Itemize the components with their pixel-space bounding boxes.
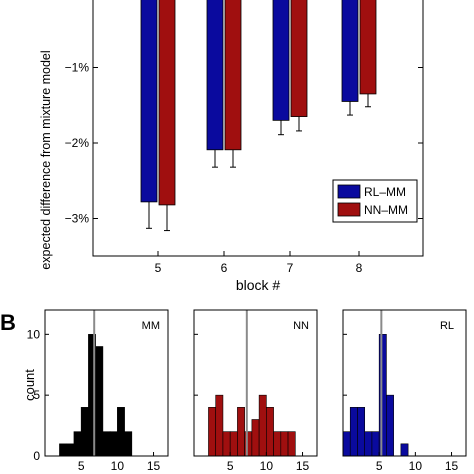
y-tick-label: 10	[27, 327, 41, 341]
y-tick-label: −1%	[65, 61, 90, 75]
bar-nnmm-block-7	[290, 0, 308, 117]
x-tick-label: 15	[147, 459, 161, 473]
legend-swatch-nn-mm	[337, 202, 361, 217]
panel-b-label: B	[0, 310, 16, 335]
histogram-bin	[400, 443, 409, 457]
histogram-bin	[59, 443, 68, 457]
histogram-rl-title: RL	[440, 320, 454, 332]
histogram-bin	[102, 431, 111, 457]
x-tick-label: 5	[78, 459, 85, 473]
histogram-axes-box	[342, 309, 467, 457]
panel-a-x-axis-label: block #	[236, 277, 281, 293]
histogram-mm: 5 10 15 0 5 10	[27, 309, 169, 473]
bar-nnmm-block-6	[224, 0, 242, 151]
histogram-mm-title: MM	[142, 320, 160, 332]
histogram-bin	[287, 431, 296, 457]
x-tick-label: 6	[221, 261, 228, 275]
x-tick-label: 10	[111, 459, 125, 473]
y-tick-label: −3%	[65, 212, 90, 226]
panel-a-axes-box	[92, 0, 424, 257]
histogram-axes-box	[44, 309, 169, 457]
histogram-bin	[66, 443, 75, 457]
histogram-bin	[349, 407, 358, 457]
legend-swatch-rl-mm	[337, 184, 361, 199]
x-tick-label: 8	[356, 261, 363, 275]
bar-nnmm-block-5	[158, 0, 176, 206]
legend-label-rl-mm: RL–MM	[364, 185, 406, 199]
x-tick-label: 5	[155, 261, 162, 275]
panel-a-bars	[140, 0, 377, 206]
x-tick-label: 10	[409, 459, 423, 473]
histogram-bin	[342, 431, 351, 457]
x-tick-label: 15	[296, 459, 310, 473]
histogram-nn-title: NN	[293, 320, 309, 332]
histogram-bin	[378, 334, 387, 457]
histogram-bin	[95, 346, 104, 457]
panel-a-y-axis-label: expected difference from mixture model	[39, 50, 53, 269]
x-tick-label: 5	[227, 459, 234, 473]
histogram-bin	[73, 431, 82, 457]
bar-nnmm-block-8	[359, 0, 377, 95]
y-tick-label: −2%	[65, 136, 90, 150]
histogram-bin	[109, 431, 118, 457]
x-tick-label: 5	[376, 459, 383, 473]
legend-label-nn-mm: NN–MM	[364, 203, 408, 217]
histogram-bin	[124, 431, 133, 457]
histogram-rl: 5 10 15	[342, 309, 467, 473]
x-tick-label: 7	[287, 261, 294, 275]
histogram-bin	[229, 431, 238, 457]
histogram-bin	[251, 419, 260, 457]
y-tick-label: 0	[33, 449, 40, 463]
bar-rlmm-block-8	[341, 0, 359, 102]
histogram-bin	[215, 394, 224, 457]
histogram-bin	[386, 394, 394, 457]
panel-a-bar-chart: −1% −2% −3% 5 6 7 8 block # expected differen…	[39, 0, 424, 293]
histogram-bin	[364, 431, 373, 457]
panel-a-legend: RL–MM NN–MM	[332, 179, 418, 223]
histogram-bin	[208, 407, 217, 457]
bar-rlmm-block-5	[140, 0, 158, 203]
histogram-bin	[266, 407, 274, 457]
histogram-bin	[357, 407, 366, 457]
histogram-bin	[237, 407, 245, 457]
bar-rlmm-block-6	[206, 0, 224, 151]
histogram-bin	[273, 431, 282, 457]
histogram-bin	[222, 431, 231, 457]
histogram-bin	[258, 394, 267, 457]
panel-a-error-bars	[146, 93, 371, 232]
histogram-bin	[117, 407, 125, 457]
histogram-axes-box	[193, 309, 318, 457]
x-tick-label: 10	[260, 459, 274, 473]
panel-a-y-ticks: −1% −2% −3%	[65, 61, 423, 226]
panel-a-x-ticks: 5 6 7 8	[155, 251, 363, 275]
bar-rlmm-block-7	[272, 0, 290, 121]
histogram-bin	[80, 407, 89, 457]
x-tick-label: 15	[445, 459, 459, 473]
histogram-nn: 5 10 15	[193, 309, 318, 473]
y-tick-label: 5	[33, 388, 40, 402]
histogram-bin	[244, 431, 253, 457]
panel-b-y-axis-label: count	[22, 369, 37, 401]
histogram-bin	[371, 431, 380, 457]
histogram-bin	[280, 431, 289, 457]
